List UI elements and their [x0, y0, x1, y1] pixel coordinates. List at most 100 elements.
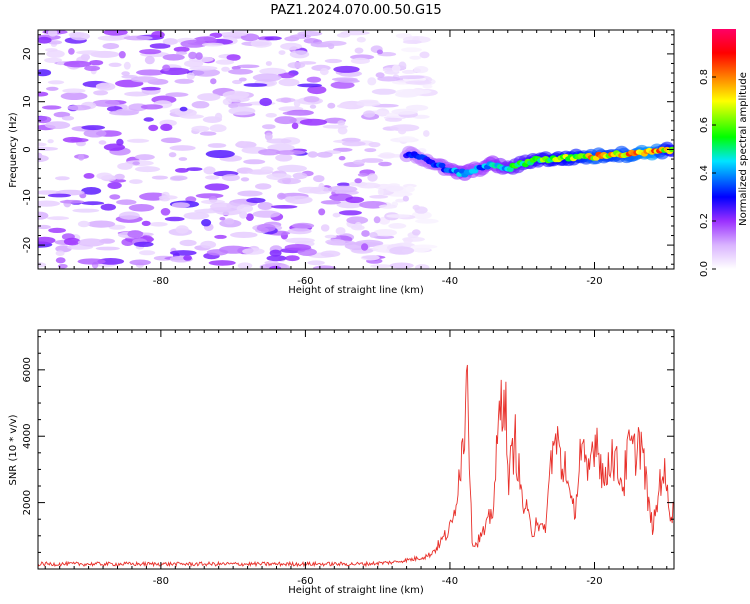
noise-cell — [265, 113, 277, 118]
noise-cell — [151, 175, 168, 180]
noise-cell — [102, 43, 120, 50]
noise-cell — [361, 243, 369, 251]
noise-cell — [385, 185, 404, 192]
spectrogram-panel: -80 -60 -40 -20 -20 -10 0 10 20 Height of strai… — [8, 29, 675, 296]
noise-cell — [377, 76, 401, 82]
noise-cell — [316, 151, 333, 158]
noise-cell — [226, 54, 241, 61]
noise-cell — [60, 92, 88, 100]
noise-cell — [265, 61, 272, 66]
y-axis-ticks: -20 -10 0 10 20 — [22, 34, 674, 265]
noise-cell — [269, 249, 282, 257]
noise-cell — [160, 208, 171, 216]
noise-cell — [292, 172, 308, 180]
noise-cell — [83, 173, 95, 179]
noise-cell — [62, 88, 86, 94]
noise-cell — [222, 90, 250, 99]
noise-cell — [201, 219, 212, 227]
noise-cell — [92, 99, 120, 107]
noise-cell — [76, 50, 104, 55]
noise-cell — [55, 257, 66, 264]
noise-cell — [168, 152, 177, 158]
noise-cell — [402, 40, 422, 44]
noise-cell — [243, 83, 268, 87]
noise-cell — [59, 199, 85, 204]
noise-cell — [56, 61, 65, 66]
noise-cell — [224, 218, 235, 225]
noise-cell — [313, 175, 325, 183]
noise-cell — [284, 244, 312, 251]
noise-cell — [401, 47, 422, 53]
noise-cell — [303, 96, 320, 103]
noise-cell — [402, 195, 409, 202]
noise-cell — [161, 191, 170, 199]
noise-cell — [291, 122, 299, 130]
noise-cell — [346, 216, 369, 225]
noise-cell — [175, 51, 188, 55]
noise-cell — [270, 205, 298, 209]
noise-cell — [246, 197, 266, 204]
noise-cell — [55, 250, 65, 256]
noise-cell — [245, 213, 254, 221]
noise-cell — [260, 166, 274, 173]
noise-cell — [162, 38, 179, 45]
noise-cell — [236, 140, 248, 147]
noise-cell — [389, 246, 415, 255]
noise-cell — [44, 121, 71, 129]
noise-cell — [77, 220, 90, 228]
noise-cell — [107, 182, 122, 189]
noise-cell — [129, 259, 151, 266]
noise-cell — [377, 187, 384, 196]
noise-cell — [214, 234, 227, 239]
noise-cell — [205, 175, 220, 180]
noise-cell — [164, 216, 185, 222]
noise-cell — [38, 116, 52, 124]
noise-cell — [377, 154, 406, 158]
noise-cell — [55, 176, 70, 181]
y-tick-label: 20 — [22, 48, 33, 61]
noise-cell — [278, 50, 286, 55]
noise-cell — [325, 239, 346, 245]
noise-cell — [214, 112, 223, 121]
noise-cell — [378, 204, 397, 209]
noise-cell — [333, 65, 360, 73]
noise-cell — [149, 43, 171, 49]
noise-cell — [289, 50, 310, 59]
y-tick-label: 10 — [22, 95, 33, 108]
x-axis-label: Height of straight line (km) — [288, 285, 424, 296]
noise-cell — [47, 30, 58, 37]
noise-cell — [186, 72, 195, 80]
noise-cell — [195, 52, 203, 60]
noise-cell — [139, 49, 162, 55]
noise-cell — [236, 204, 254, 213]
noise-cell — [398, 75, 425, 79]
noise-cell — [128, 103, 148, 112]
noise-cell — [97, 35, 126, 41]
noise-cell — [378, 161, 392, 167]
y-axis-ticks: 2000 4000 6000 — [22, 336, 674, 570]
noise-cell — [309, 104, 317, 109]
noise-cell — [129, 179, 143, 185]
noise-cell — [95, 246, 120, 251]
noise-cell — [324, 58, 343, 64]
noise-cell — [47, 216, 70, 221]
noise-cell — [219, 216, 226, 221]
noise-cell — [178, 157, 188, 161]
noise-cell — [291, 222, 315, 229]
noise-cell — [252, 210, 281, 218]
noise-cell — [123, 61, 131, 70]
noise-cell — [419, 51, 430, 59]
y-tick-label: -20 — [22, 237, 33, 253]
noise-cell — [208, 260, 236, 266]
noise-cell — [207, 143, 227, 148]
x-tick-label: -60 — [297, 276, 313, 287]
heatmap-cells — [38, 30, 674, 269]
noise-cell — [47, 139, 54, 144]
noise-cell — [100, 203, 117, 211]
noise-cell — [375, 72, 385, 78]
noise-cell — [232, 79, 243, 85]
noise-cell — [141, 220, 151, 226]
noise-cell — [77, 258, 106, 265]
snr-frame — [37, 329, 675, 570]
